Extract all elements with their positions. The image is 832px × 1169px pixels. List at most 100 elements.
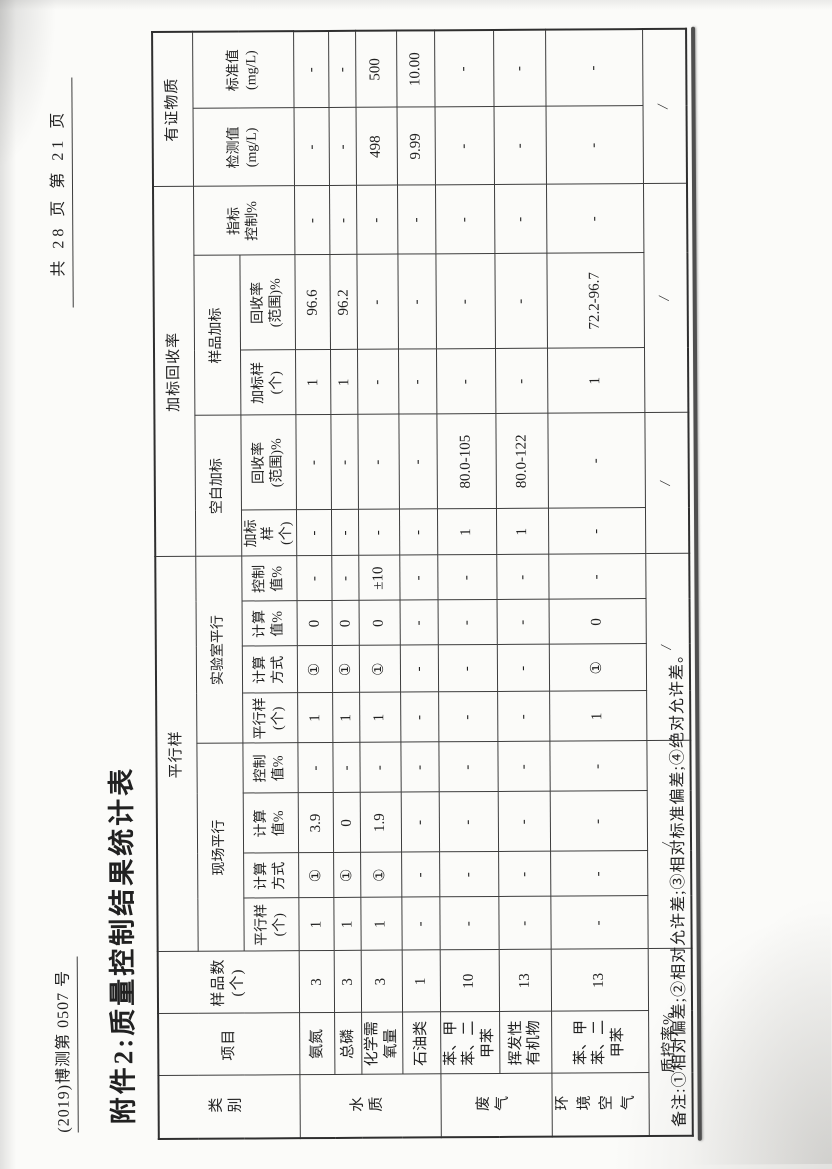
data-cell: ① — [360, 852, 402, 898]
category-label: 水质 — [348, 1097, 387, 1114]
col-header-lab-control-value: 控制 值% — [241, 556, 298, 602]
data-cell: 72.2-96.7 — [546, 253, 644, 349]
data-cell: - — [547, 413, 645, 509]
data-cell: - — [438, 691, 498, 743]
data-cell: - — [437, 644, 498, 693]
item-cell: 苯、甲苯、二甲苯 — [440, 1011, 500, 1075]
data-cell: - — [545, 29, 643, 107]
data-cell: 1 — [360, 897, 402, 951]
data-cell: - — [294, 107, 330, 187]
data-cell: - — [294, 185, 330, 256]
sample-count-cell: 13 — [498, 949, 552, 1012]
qc-slash-cell: / — [642, 28, 687, 185]
data-cell: 80.0-105 — [436, 413, 497, 510]
data-cell: 1 — [333, 897, 362, 951]
page-indicator: 共 28 页 第 21 页 — [43, 77, 74, 308]
data-cell: - — [329, 107, 357, 186]
data-cell: ① — [549, 644, 647, 692]
data-cell: - — [399, 600, 438, 646]
subgroup-header-blank-spike: 空白加标 — [194, 415, 242, 557]
data-cell: - — [359, 742, 401, 793]
data-cell: - — [494, 184, 547, 254]
col-header-standard-value: 标准值 (mg/L) — [192, 31, 295, 109]
data-cell: 1 — [295, 349, 331, 416]
data-cell: - — [357, 349, 399, 415]
data-cell: - — [398, 509, 438, 556]
data-cell: ① — [297, 645, 333, 694]
data-cell: 1 — [547, 348, 645, 414]
col-header-lab-pairs: 平行样 (个) — [242, 693, 298, 744]
subgroup-header-sample-spike: 样品加标 — [193, 255, 241, 416]
data-cell: - — [549, 791, 648, 852]
table-row-voc: 挥发性有机物 13 - - - - - - - - 1 80.0-122 - -… — [493, 29, 552, 1137]
data-cell: 10.00 — [396, 30, 435, 108]
data-cell: - — [330, 414, 359, 510]
data-cell: - — [436, 348, 496, 415]
qc-results-table: 类别 项目 样品数 (个) 平行样 加标回收率 有证物质 现场平行 实验室平行 … — [151, 27, 694, 1141]
data-cell: - — [331, 509, 359, 556]
data-cell: - — [497, 691, 550, 742]
category-cell-waste-gas: 废气 — [440, 1073, 553, 1138]
data-cell: ±10 — [358, 555, 400, 601]
sample-count-cell: 1 — [401, 950, 441, 1013]
table-row-cod: 化学需氧量 3 1 ① 1.9 - 1 ① 0 ±10 - - - - - 49… — [355, 30, 403, 1138]
col-header-sample-recovery: 回收率 (范围)% — [239, 255, 296, 351]
col-header-blank-spike-count: 加标样 (个) — [240, 510, 297, 557]
data-cell: - — [546, 184, 644, 254]
data-cell: - — [497, 741, 550, 792]
data-cell: 96.2 — [329, 254, 358, 350]
data-cell: 498 — [356, 107, 397, 186]
data-cell: 0 — [359, 600, 400, 646]
data-cell: 0 — [297, 600, 333, 647]
data-cell: - — [356, 254, 399, 350]
header-row-1: 类别 项目 样品数 (个) 平行样 加标回收率 有证物质 — [152, 31, 301, 1140]
data-cell: 80.0-122 — [495, 413, 549, 509]
data-cell: 3.9 — [298, 792, 334, 854]
data-cell: 1 — [496, 508, 549, 555]
data-cell: - — [398, 349, 437, 415]
col-header-field-calc-method: 计算 方式 — [243, 853, 299, 899]
data-cell: - — [401, 897, 440, 951]
data-cell: - — [400, 792, 440, 853]
data-cell: 0 — [332, 600, 360, 646]
data-cell: - — [401, 852, 440, 898]
qc-slash-cell: / — [642, 183, 689, 414]
data-cell: - — [496, 554, 549, 600]
data-cell: - — [399, 645, 439, 693]
data-cell: - — [399, 555, 438, 601]
subgroup-header-lab-parallel: 实验室平行 — [195, 556, 243, 744]
data-cell: - — [400, 692, 439, 743]
data-cell: - — [329, 185, 357, 255]
data-cell: - — [331, 555, 360, 601]
sample-count-cell: 3 — [334, 950, 362, 1013]
data-cell: - — [437, 554, 497, 601]
scan-edge-shade-left — [0, 0, 16, 1169]
col-header-sample-spike-count: 加标样 (个) — [240, 350, 296, 416]
data-cell: 96.6 — [294, 254, 331, 351]
qc-slash-cell: / — [644, 412, 690, 555]
group-header-parallel: 平行样 — [155, 556, 198, 953]
data-cell: - — [398, 414, 437, 510]
data-cell: - — [356, 185, 398, 255]
data-cell: - — [332, 742, 361, 793]
data-cell: - — [493, 29, 546, 107]
data-cell: 1 — [359, 692, 401, 743]
data-cell: - — [439, 851, 499, 898]
data-cell: - — [496, 599, 550, 645]
data-cell: ① — [298, 852, 334, 899]
data-cell: ① — [359, 645, 401, 693]
item-cell: 总磷 — [334, 1012, 362, 1075]
data-cell: - — [434, 184, 495, 255]
data-cell: - — [549, 741, 647, 792]
data-cell: - — [438, 791, 499, 853]
item-cell: 氨氮 — [299, 1012, 335, 1076]
data-cell: - — [439, 896, 499, 951]
item-cell: 化学需氧量 — [361, 1012, 403, 1075]
sample-count-cell: 3 — [299, 950, 335, 1014]
data-cell: - — [297, 742, 334, 794]
subgroup-header-field-parallel: 现场平行 — [196, 743, 244, 952]
data-cell: - — [497, 791, 551, 852]
data-cell: - — [396, 185, 436, 255]
data-cell: - — [495, 348, 548, 414]
